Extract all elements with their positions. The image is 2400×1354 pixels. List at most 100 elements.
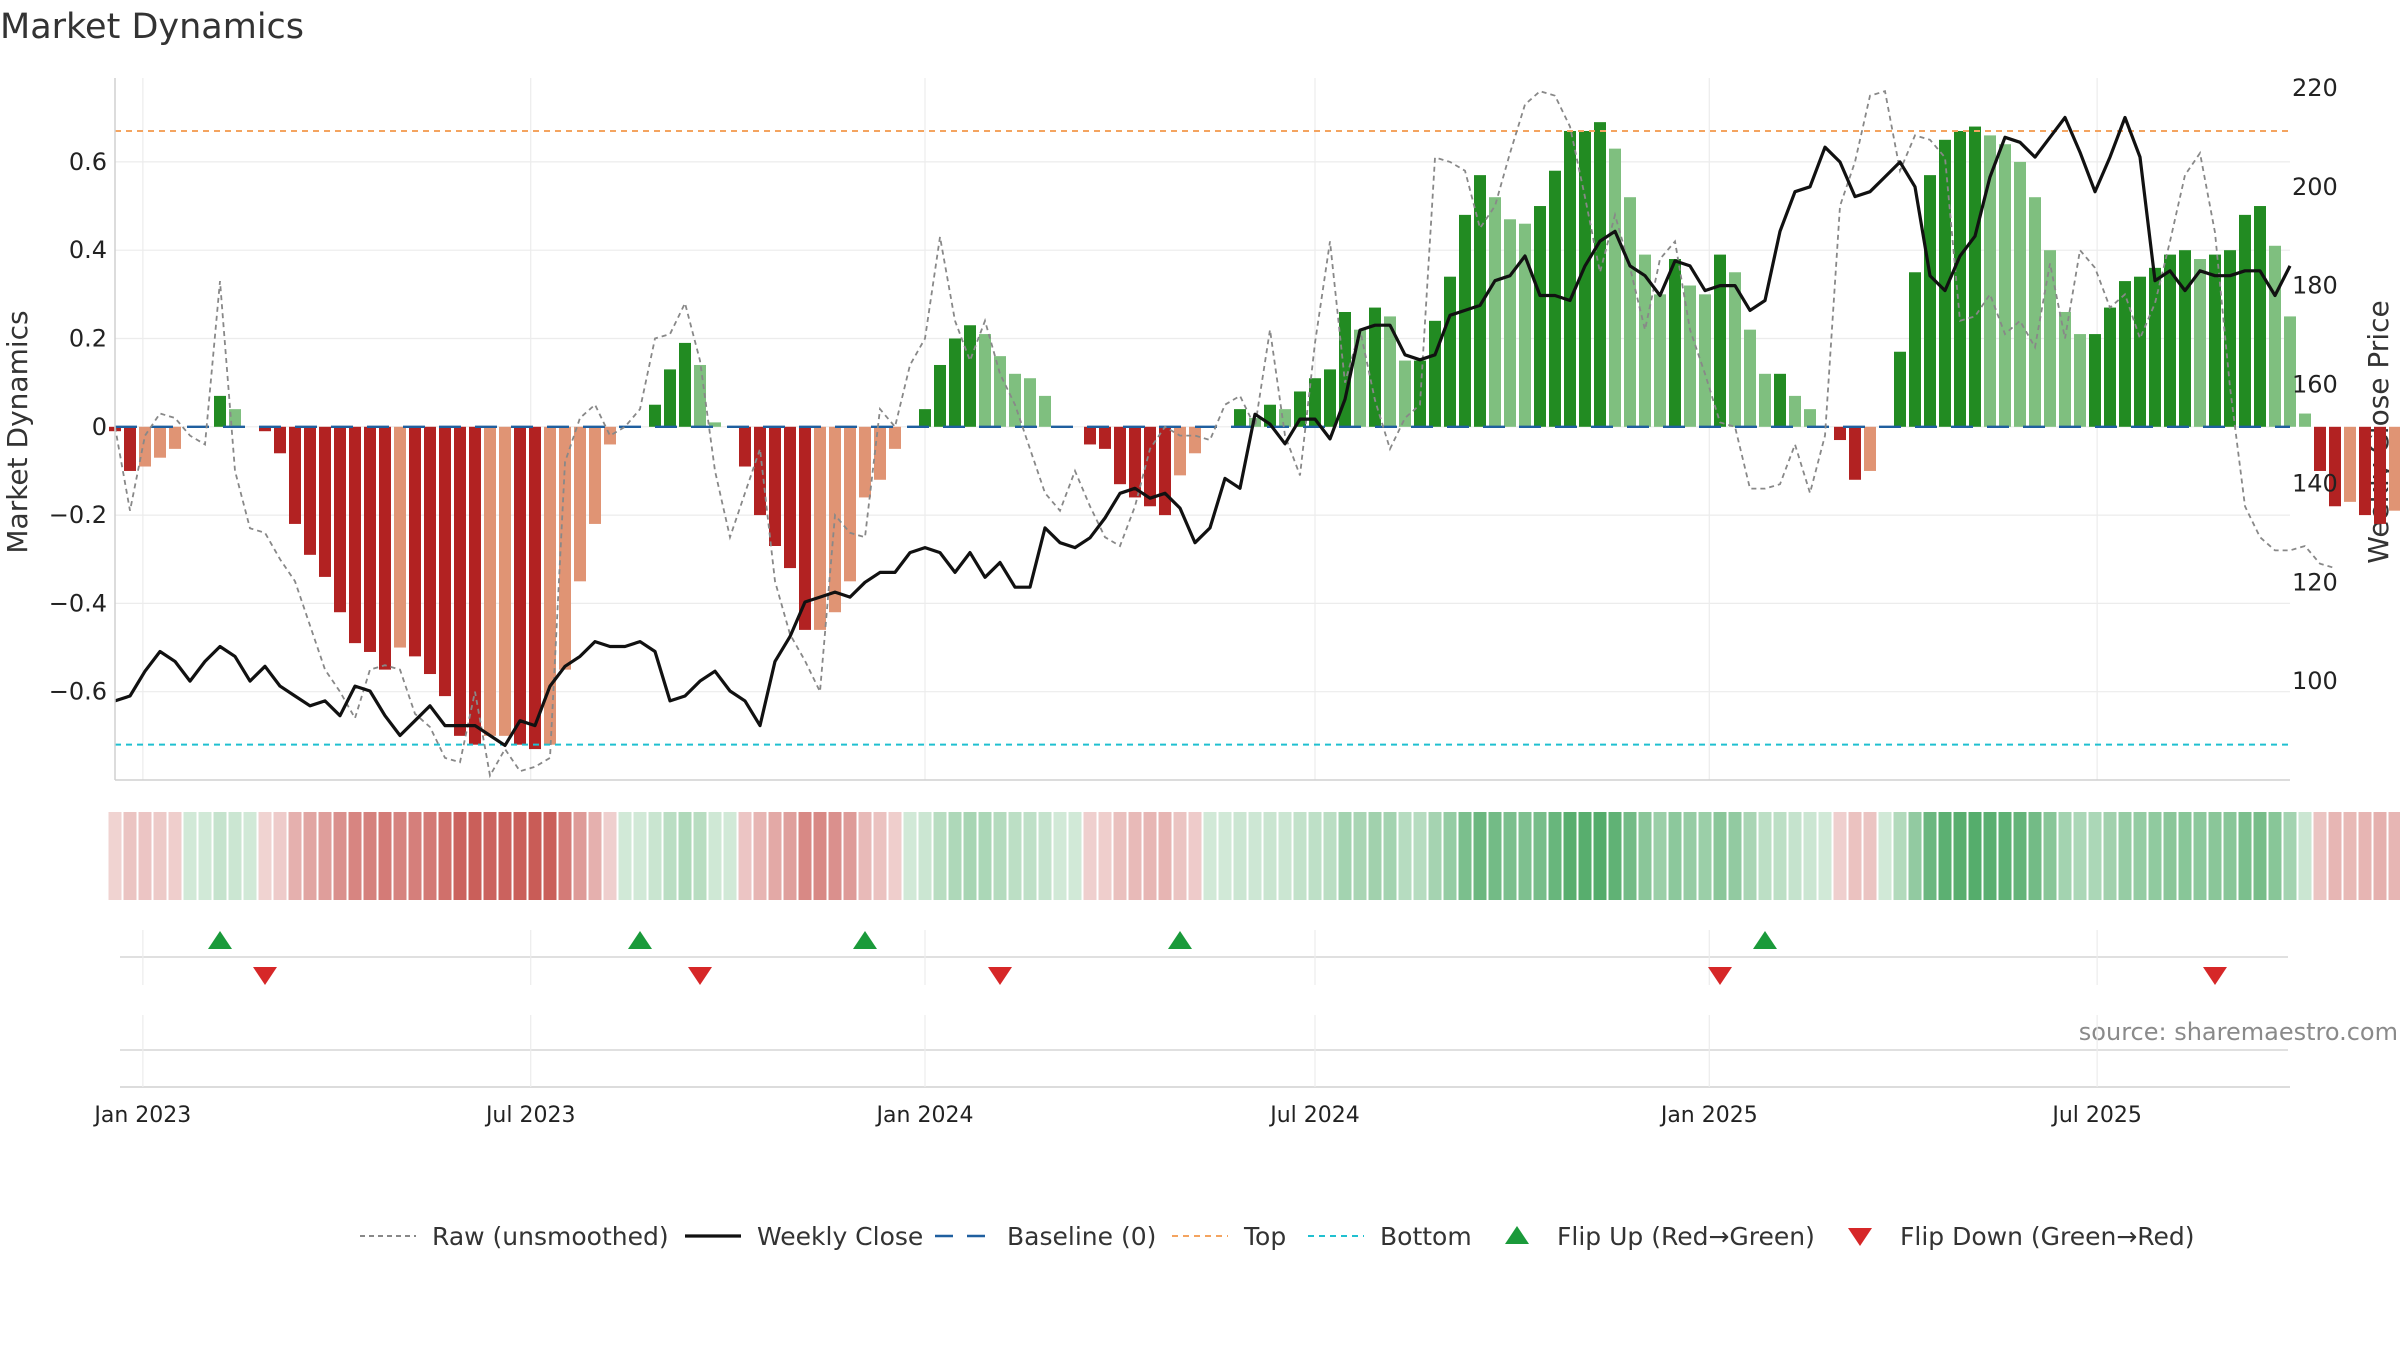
heat-cell <box>379 812 392 900</box>
heat-cell <box>1219 812 1232 900</box>
bar <box>1699 294 1711 426</box>
heat-cell <box>934 812 947 900</box>
heat-cell <box>1294 812 1307 900</box>
heat-cell <box>1414 812 1427 900</box>
heat-cell <box>1399 812 1412 900</box>
left-axis-label: Market Dynamics <box>1 310 34 553</box>
heat-cell <box>1519 812 1532 900</box>
bar <box>769 427 781 546</box>
bar <box>859 427 871 498</box>
heat-cell <box>499 812 512 900</box>
left-tick-label: 0.2 <box>69 324 107 352</box>
heat-cell <box>1759 812 1772 900</box>
bar <box>1324 369 1336 426</box>
bar <box>2239 215 2251 427</box>
bar <box>454 427 466 736</box>
bar <box>2179 250 2191 427</box>
source-label: source: sharemaestro.com <box>2079 1018 2398 1046</box>
bar <box>1669 259 1681 427</box>
bar <box>1234 409 1246 427</box>
bar <box>679 343 691 427</box>
heat-cell <box>1609 812 1622 900</box>
heat-cell <box>1264 812 1277 900</box>
heat-cell <box>364 812 377 900</box>
bar <box>2359 427 2371 515</box>
x-tick-label: Jul 2025 <box>2050 1103 2142 1128</box>
flip-down-marker <box>988 967 1012 985</box>
heat-cell <box>2059 812 2072 900</box>
heat-cell <box>2179 812 2192 900</box>
heat-cell <box>1204 812 1217 900</box>
right-tick-label: 140 <box>2292 469 2338 497</box>
heat-cell <box>2134 812 2147 900</box>
flip-markers <box>120 930 2288 985</box>
bar <box>874 427 886 480</box>
flip-up-marker <box>628 931 652 949</box>
bar <box>1504 219 1516 427</box>
bar <box>2044 250 2056 427</box>
legend-label: Top <box>1243 1222 1286 1251</box>
heat-cell <box>2014 812 2027 900</box>
bar <box>2014 162 2026 427</box>
bar <box>2194 259 2206 427</box>
bar <box>649 405 661 427</box>
heat-cell <box>919 812 932 900</box>
heat-cell <box>199 812 212 900</box>
right-tick-label: 120 <box>2292 568 2338 596</box>
heat-cell <box>1369 812 1382 900</box>
heat-cell <box>259 812 272 900</box>
bar <box>2119 281 2131 427</box>
bar <box>1189 427 1201 453</box>
legend-swatch-flip-up <box>1505 1226 1529 1244</box>
bar <box>1444 277 1456 427</box>
heat-cell <box>1804 812 1817 900</box>
legend-label: Raw (unsmoothed) <box>432 1222 669 1251</box>
bar <box>529 427 541 749</box>
bar <box>739 427 751 467</box>
heat-cell <box>1699 812 1712 900</box>
bar <box>499 427 511 736</box>
heat-cell <box>424 812 437 900</box>
bar <box>2134 277 2146 427</box>
heat-cell <box>604 812 617 900</box>
heat-cell <box>409 812 422 900</box>
bar <box>1834 427 1846 440</box>
heat-cell <box>1939 812 1952 900</box>
heat-cell <box>2389 812 2400 900</box>
bar <box>784 427 796 568</box>
bar <box>1759 374 1771 427</box>
bar <box>2209 255 2221 427</box>
heat-cell <box>649 812 662 900</box>
bar <box>169 427 181 449</box>
bar <box>2149 268 2161 427</box>
heat-cell <box>1849 812 1862 900</box>
heat-cell <box>1954 812 1967 900</box>
heat-cell <box>874 812 887 900</box>
bar <box>1039 396 1051 427</box>
left-tick-label: −0.6 <box>49 678 107 706</box>
heat-cell <box>1969 812 1982 900</box>
bar <box>514 427 526 745</box>
bar <box>1399 361 1411 427</box>
bar <box>1609 149 1621 427</box>
heat-cell <box>844 812 857 900</box>
heat-cell <box>1714 812 1727 900</box>
heat-cell <box>1834 812 1847 900</box>
bar <box>1909 272 1921 427</box>
heat-cell <box>1084 812 1097 900</box>
heat-cell <box>1324 812 1337 900</box>
heat-cell <box>1879 812 1892 900</box>
heat-cell <box>2329 812 2342 900</box>
bar <box>604 427 616 445</box>
heat-cell <box>244 812 257 900</box>
left-tick-label: 0 <box>92 413 107 441</box>
heat-cell <box>469 812 482 900</box>
heat-cell <box>949 812 962 900</box>
legend-label: Flip Down (Green→Red) <box>1900 1222 2195 1251</box>
heat-cell <box>1279 812 1292 900</box>
flip-up-marker <box>1168 931 1192 949</box>
heat-cell <box>1159 812 1172 900</box>
bar <box>664 369 676 426</box>
heat-cell <box>1189 812 1202 900</box>
